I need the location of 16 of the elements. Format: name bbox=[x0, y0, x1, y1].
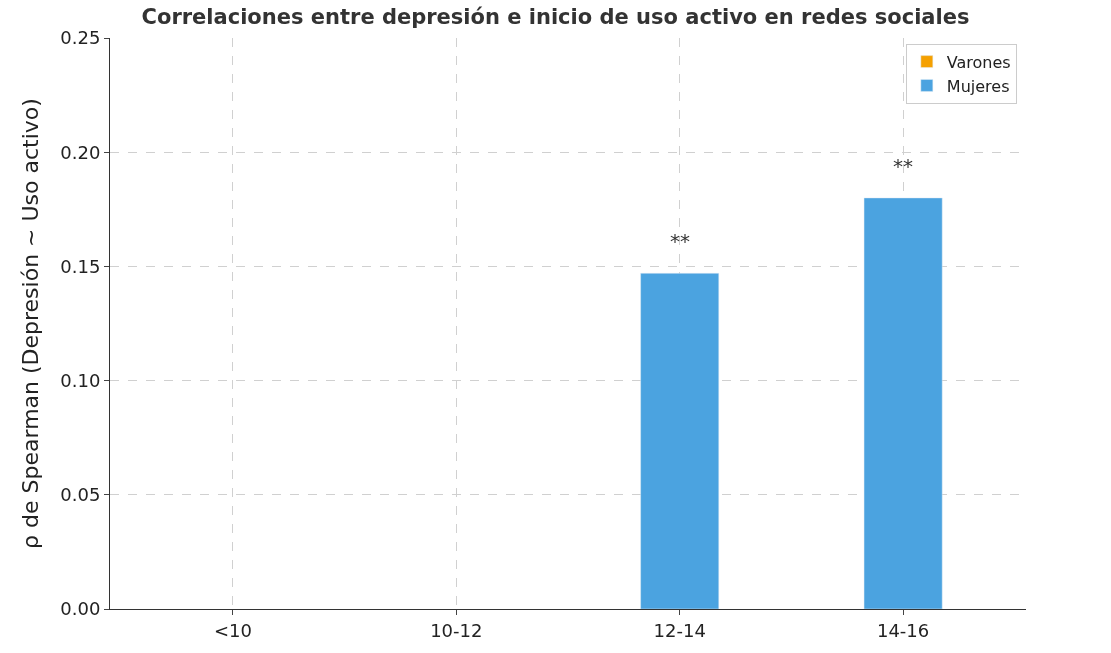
x-tick-label: <10 bbox=[213, 619, 252, 641]
y-tick-label: 0.25 bbox=[60, 27, 101, 49]
y-tick-label: 0.10 bbox=[60, 369, 101, 391]
y-tick-label: 0.05 bbox=[60, 484, 101, 506]
y-axis-title: ρ de Spearman (Depresión ~ Uso activo) bbox=[18, 98, 44, 549]
x-tick-label: 12-14 bbox=[653, 619, 706, 641]
x-tick-label: 14-16 bbox=[876, 619, 930, 641]
annotation: ** bbox=[670, 229, 690, 253]
chart-title: Correlaciones entre depresión e inicio de uso activo en redes sociales bbox=[141, 5, 970, 30]
legend-label: Mujeres bbox=[946, 76, 1010, 96]
y-tick-label: 0.20 bbox=[60, 141, 101, 163]
legend-label: Varones bbox=[946, 52, 1011, 72]
y-tick-label: 0.15 bbox=[60, 255, 101, 277]
x-tick-label: 10-12 bbox=[430, 619, 483, 641]
y-tick-label: 0.00 bbox=[60, 598, 101, 620]
annotation: ** bbox=[893, 154, 913, 178]
